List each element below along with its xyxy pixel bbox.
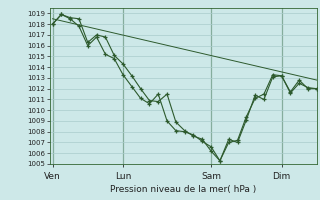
X-axis label: Pression niveau de la mer( hPa ): Pression niveau de la mer( hPa ) [110, 185, 256, 194]
